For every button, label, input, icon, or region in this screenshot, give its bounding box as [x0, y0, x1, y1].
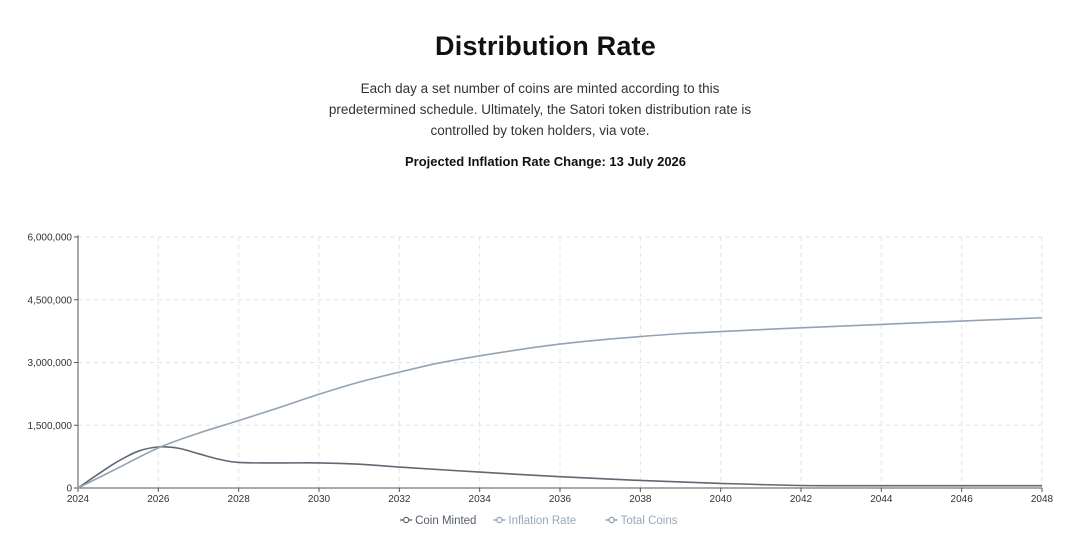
x-tick-label: 2042	[790, 494, 813, 505]
x-tick-label: 2038	[629, 494, 652, 505]
legend[interactable]: Coin Minted Inflation Rate Total Coins	[400, 515, 678, 527]
y-tick-label: 4,500,000	[28, 295, 73, 306]
x-tick-label: 2028	[228, 494, 251, 505]
legend-item-coin-minted[interactable]: Coin Minted	[400, 515, 476, 527]
legend-label: Coin Minted	[415, 515, 476, 527]
legend-marker	[402, 516, 410, 524]
series-line-inflation-rate	[77, 316, 1043, 489]
y-tick-label: 1,500,000	[28, 421, 73, 432]
y-tick-label: 0	[66, 484, 72, 495]
projection-note: Projected Inflation Rate Change: 13 July…	[404, 154, 687, 169]
legend-label: Inflation Rate	[508, 515, 576, 527]
series-lines	[77, 316, 1043, 489]
page-description: Each day a set number of coins are minte…	[328, 81, 752, 138]
x-tick-label: 2026	[147, 494, 170, 505]
legend-item-total-coins[interactable]: Total Coins	[605, 515, 678, 527]
y-tick-label: 3,000,000	[28, 358, 73, 369]
x-tick-label: 2048	[1031, 494, 1054, 505]
x-tick-label: 2040	[710, 494, 733, 505]
grid-lines	[78, 236, 1043, 488]
series-line-coin-minted	[77, 446, 1042, 489]
page-title: Distribution Rate	[435, 31, 656, 61]
legend-label: Total Coins	[621, 515, 678, 527]
legend-marker	[496, 516, 503, 524]
x-tick-label: 2046	[951, 494, 974, 505]
legend-marker	[608, 516, 615, 524]
x-tick-label: 2034	[469, 494, 492, 505]
y-tick-label: 6,000,000	[28, 233, 73, 244]
x-tick-labels: 2024 2026 2028 2030 2032 2034 2036 2038 2040 2042…	[67, 494, 1054, 505]
x-tick-label: 2024	[67, 494, 90, 505]
x-tick-label: 2044	[870, 494, 893, 505]
x-tick-label: 2032	[388, 494, 411, 505]
legend-item-inflation-rate[interactable]: Inflation Rate	[493, 515, 576, 527]
x-tick-label: 2036	[549, 494, 572, 505]
axes	[74, 235, 1043, 492]
y-tick-labels: 0 1,500,000 3,000,000 4,500,000 6,000,000	[28, 233, 73, 495]
x-tick-label: 2030	[308, 494, 331, 505]
